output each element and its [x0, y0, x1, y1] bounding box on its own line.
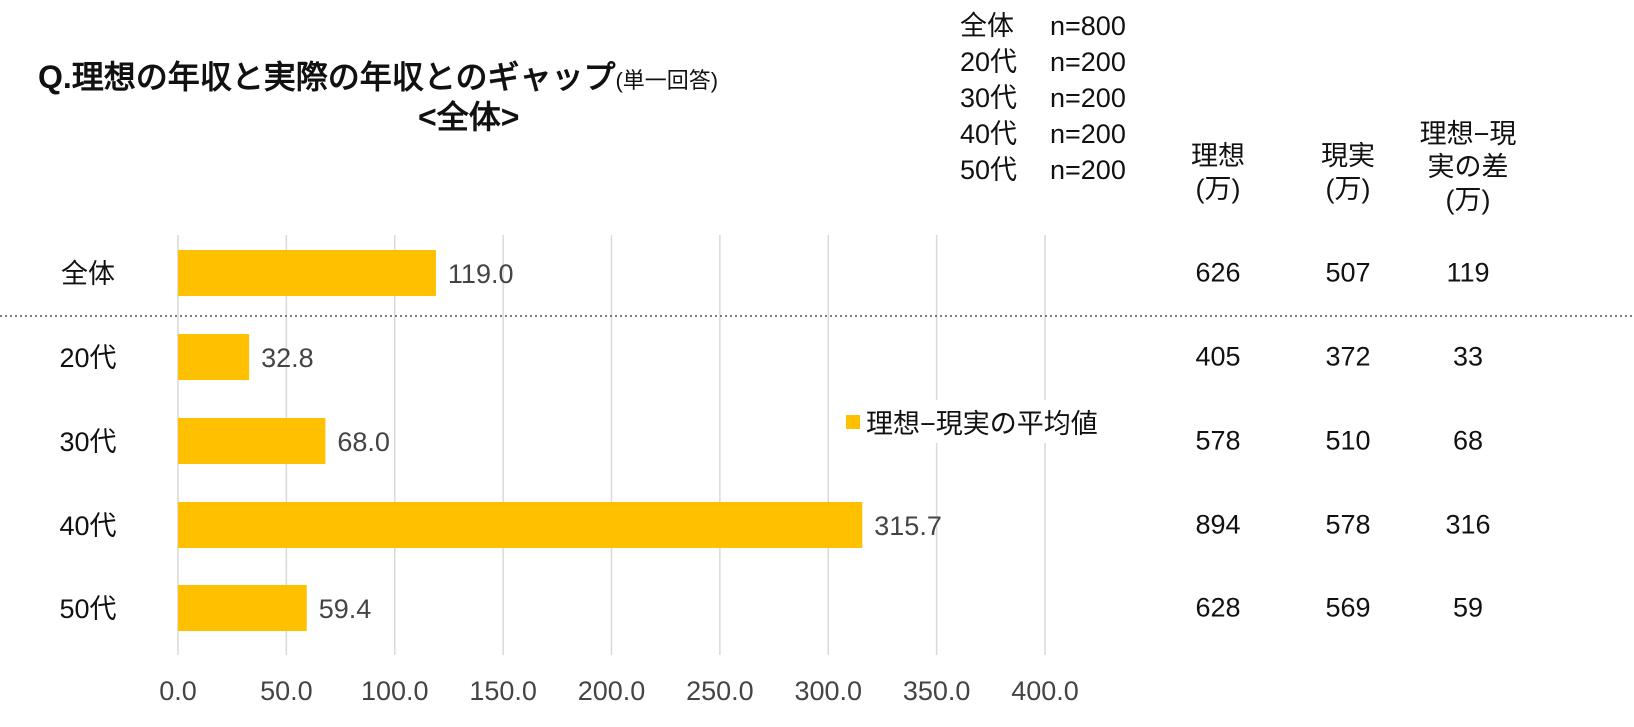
data-label: 119.0 [448, 259, 514, 289]
x-tick-label: 300.0 [794, 676, 862, 706]
table-header-line: 理想 [1191, 141, 1245, 171]
legend-label: 理想−現実の平均値 [866, 409, 1098, 439]
legend-swatch [846, 414, 860, 429]
table-cell: 33 [1452, 341, 1484, 372]
sample-size-text: 50代 [960, 155, 1018, 185]
table-cell: 68 [1452, 425, 1484, 456]
table-header-line: (万) [1325, 174, 1371, 204]
sample-size-text: n=200 [1050, 83, 1126, 113]
table-cell: 894 [1195, 509, 1241, 540]
category-label: 50代 [59, 594, 116, 624]
sample-size-text: n=200 [1050, 119, 1126, 149]
table-header: 理想 (万) [1148, 140, 1288, 206]
sample-size-row: 全体 n=800 [960, 8, 1126, 44]
data-label: 68.0 [337, 427, 390, 457]
x-tick-label: 0.0 [159, 676, 197, 706]
bar [178, 334, 250, 380]
table-header: 理想−現 実の差 (万) [1398, 118, 1538, 217]
sample-size-text: n=800 [1050, 11, 1126, 41]
sample-size-text: n=200 [1050, 47, 1126, 77]
table-header-line: (万) [1445, 185, 1491, 215]
data-label: 32.8 [261, 343, 314, 373]
bar [178, 585, 307, 631]
table-cell: 628 [1195, 592, 1241, 623]
sample-size-text: n=200 [1050, 155, 1126, 185]
table-cell: 59 [1452, 592, 1484, 623]
table-cell: 569 [1325, 592, 1371, 623]
bar [178, 502, 863, 548]
sample-sizes: 全体 n=800 20代 n=200 30代 n=200 40代 n=200 50代 n=200 [960, 8, 1126, 188]
category-label: 40代 [59, 511, 116, 541]
sample-size-row: 30代 n=200 [960, 80, 1126, 116]
sample-size-row: 50代 n=200 [960, 152, 1126, 188]
sample-size-text: 30代 [960, 83, 1018, 113]
chart-subtitle: <全体> [418, 99, 520, 135]
x-tick-label: 400.0 [1011, 676, 1079, 706]
table-cell: 578 [1325, 509, 1371, 540]
table-header-line: 理想−現 [1419, 119, 1517, 149]
table-header-line: 現実 [1321, 141, 1375, 171]
data-label: 59.4 [319, 594, 372, 624]
x-tick-label: 50.0 [260, 676, 313, 706]
legend: 理想−現実の平均値 [840, 400, 1104, 443]
table-cell: 405 [1195, 341, 1241, 372]
x-tick-label: 100.0 [361, 676, 429, 706]
x-tick-label: 350.0 [903, 676, 971, 706]
table-cell: 626 [1195, 257, 1241, 288]
table-cell: 578 [1195, 425, 1241, 456]
data-label: 315.7 [874, 511, 942, 541]
sample-size-text: 全体 [960, 11, 1014, 41]
table-header-line: (万) [1195, 174, 1241, 204]
title-note: (単一回答) [615, 68, 719, 93]
table-cell: 510 [1325, 425, 1371, 456]
table-header: 現実 (万) [1278, 140, 1418, 206]
chart-title: Q.理想の年収と実際の年収とのギャップ(単一回答) [38, 59, 719, 95]
bar [178, 250, 436, 296]
table-header-line: 実の差 [1427, 152, 1509, 182]
table-cell: 507 [1325, 257, 1371, 288]
category-label: 全体 [61, 259, 115, 289]
sample-size-row: 20代 n=200 [960, 44, 1126, 80]
bar [178, 418, 326, 464]
sample-size-text: 40代 [960, 119, 1018, 149]
table-cell: 119 [1446, 257, 1490, 288]
category-label: 30代 [59, 427, 116, 457]
x-tick-label: 150.0 [469, 676, 537, 706]
table-cell: 316 [1445, 509, 1491, 540]
category-label: 20代 [59, 343, 116, 373]
sample-size-row: 40代 n=200 [960, 116, 1126, 152]
table-cell: 372 [1325, 341, 1371, 372]
x-tick-label: 200.0 [578, 676, 646, 706]
sample-size-text: 20代 [960, 47, 1018, 77]
x-tick-label: 250.0 [686, 676, 754, 706]
